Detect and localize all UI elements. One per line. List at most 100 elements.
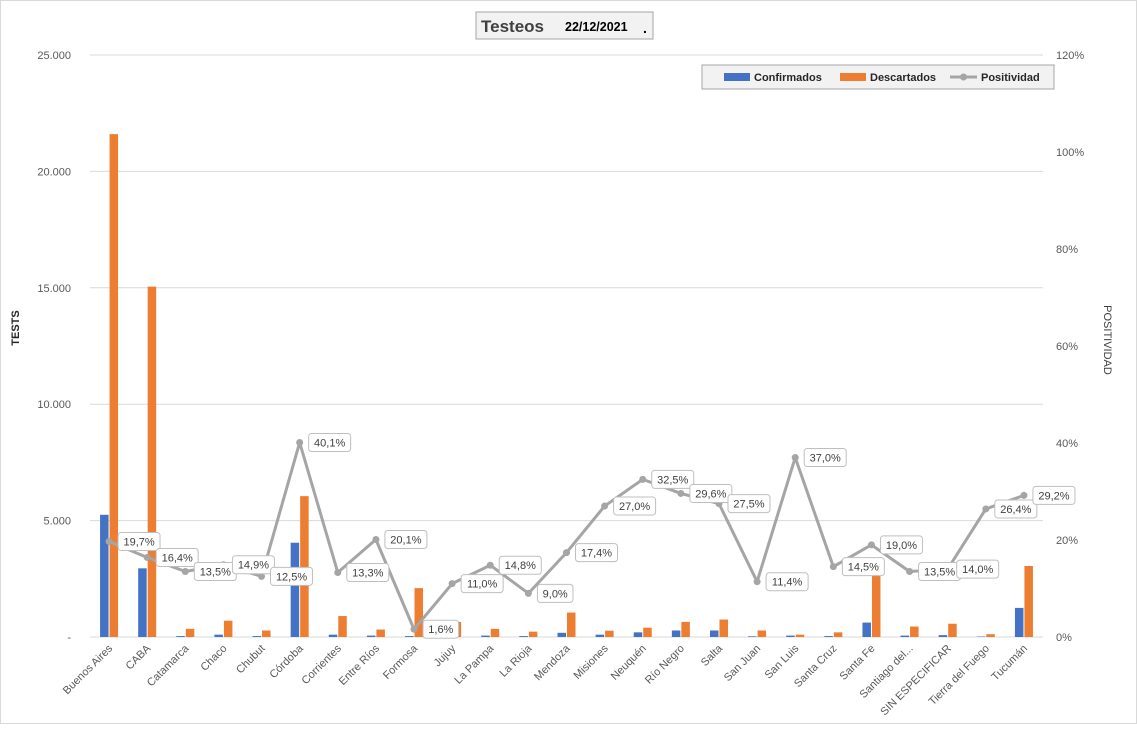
bar-discarded bbox=[224, 621, 233, 637]
positivity-point bbox=[106, 538, 113, 545]
bar-discarded bbox=[834, 632, 843, 637]
bar-confirmed bbox=[672, 630, 681, 637]
bar-confirmed bbox=[824, 636, 833, 637]
right-tick-label: 0% bbox=[1056, 632, 1072, 644]
bar-confirmed bbox=[1015, 608, 1024, 637]
right-tick-label: 120% bbox=[1056, 50, 1084, 62]
bar-discarded bbox=[529, 632, 538, 637]
bar-confirmed bbox=[100, 515, 109, 637]
right-tick-label: 60% bbox=[1056, 341, 1078, 353]
positivity-label: 14,8% bbox=[505, 560, 536, 572]
bar-confirmed bbox=[214, 635, 223, 637]
bar-confirmed bbox=[558, 633, 567, 637]
bar-discarded bbox=[872, 574, 881, 637]
positivity-point bbox=[372, 536, 379, 543]
bar-discarded bbox=[262, 630, 271, 637]
bar-confirmed bbox=[901, 636, 910, 637]
positivity-label: 27,0% bbox=[619, 501, 650, 513]
positivity-point bbox=[1020, 492, 1027, 499]
positivity-point bbox=[296, 439, 303, 446]
positivity-point bbox=[411, 626, 418, 633]
legend-positivity-marker bbox=[960, 74, 967, 81]
left-tick-label: - bbox=[67, 632, 71, 644]
bar-discarded bbox=[338, 616, 347, 637]
right-tick-label: 80% bbox=[1056, 244, 1078, 256]
positivity-label: 32,5% bbox=[657, 474, 688, 486]
positivity-point bbox=[868, 541, 875, 548]
positivity-label: 40,1% bbox=[314, 438, 345, 450]
positivity-label: 29,2% bbox=[1038, 490, 1069, 502]
bar-discarded bbox=[719, 620, 728, 637]
bar-confirmed bbox=[748, 636, 757, 637]
bar-confirmed bbox=[291, 543, 300, 637]
bar-discarded bbox=[758, 630, 767, 637]
legend-discarded-swatch bbox=[840, 73, 866, 81]
bar-discarded bbox=[910, 627, 919, 637]
bar-discarded bbox=[148, 287, 157, 637]
bar-discarded bbox=[300, 496, 309, 637]
positivity-label: 16,4% bbox=[162, 552, 193, 564]
bar-confirmed bbox=[138, 568, 147, 637]
bar-confirmed bbox=[596, 635, 605, 637]
positivity-point bbox=[906, 568, 913, 575]
positivity-label: 11,4% bbox=[772, 577, 803, 589]
bar-confirmed bbox=[519, 636, 528, 637]
positivity-point bbox=[982, 505, 989, 512]
bar-confirmed bbox=[481, 636, 490, 637]
legend: Confirmados Descartados Positividad bbox=[702, 65, 1054, 89]
positivity-label: 12,5% bbox=[276, 571, 307, 583]
positivity-point bbox=[144, 554, 151, 561]
positivity-point bbox=[449, 580, 456, 587]
bar-discarded bbox=[491, 629, 500, 637]
positivity-point bbox=[830, 563, 837, 570]
positivity-label: 13,5% bbox=[200, 567, 231, 579]
left-tick-label: 20.000 bbox=[37, 166, 71, 178]
bar-discarded bbox=[948, 624, 957, 637]
left-axis-title: TESTS bbox=[10, 310, 22, 345]
right-tick-label: 100% bbox=[1056, 147, 1084, 159]
bar-discarded bbox=[376, 630, 385, 637]
legend-confirmed-swatch bbox=[724, 73, 750, 81]
positivity-point bbox=[563, 549, 570, 556]
title-box: Testeos 22/12/2021 . bbox=[476, 12, 653, 39]
bar-discarded bbox=[681, 622, 690, 637]
positivity-label: 14,9% bbox=[238, 560, 269, 572]
bar-discarded bbox=[110, 134, 119, 637]
positivity-label: 13,5% bbox=[924, 567, 955, 579]
positivity-label: 37,0% bbox=[810, 453, 841, 465]
positivity-label: 19,0% bbox=[886, 540, 917, 552]
positivity-label: 13,3% bbox=[352, 567, 383, 579]
bar-confirmed bbox=[862, 623, 871, 637]
positivity-label: 19,7% bbox=[123, 536, 154, 548]
positivity-label: 26,4% bbox=[1000, 504, 1031, 516]
bar-confirmed bbox=[710, 630, 719, 637]
left-tick-label: 10.000 bbox=[37, 399, 71, 411]
legend-positivity-label: Positividad bbox=[981, 72, 1040, 84]
positivity-point bbox=[487, 562, 494, 569]
positivity-point bbox=[334, 569, 341, 576]
left-tick-label: 15.000 bbox=[37, 283, 71, 295]
positivity-label: 17,4% bbox=[581, 548, 612, 560]
bar-confirmed bbox=[176, 636, 185, 637]
bar-confirmed bbox=[939, 635, 948, 637]
positivity-label: 14,5% bbox=[848, 562, 879, 574]
bar-discarded bbox=[567, 613, 576, 637]
bar-confirmed bbox=[786, 636, 795, 637]
positivity-label: 9,0% bbox=[543, 588, 568, 600]
positivity-label: 29,6% bbox=[695, 488, 726, 500]
bar-discarded bbox=[986, 634, 995, 637]
positivity-point bbox=[182, 568, 189, 575]
right-axis-title: POSITIVIDAD bbox=[1101, 305, 1113, 375]
right-tick-label: 20% bbox=[1056, 535, 1078, 547]
bar-discarded bbox=[796, 635, 805, 637]
positivity-point bbox=[792, 454, 799, 461]
chart-date: 22/12/2021 bbox=[565, 20, 628, 34]
positivity-point bbox=[754, 578, 761, 585]
bar-discarded bbox=[605, 631, 614, 637]
legend-confirmed-label: Confirmados bbox=[754, 72, 822, 84]
bar-discarded bbox=[643, 628, 652, 637]
positivity-label: 14,0% bbox=[962, 564, 993, 576]
left-tick-label: 5.000 bbox=[43, 516, 71, 528]
